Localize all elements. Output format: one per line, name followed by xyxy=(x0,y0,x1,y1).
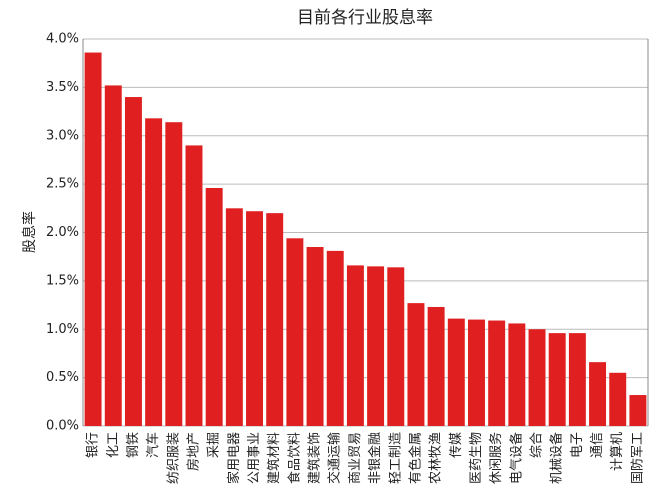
bar xyxy=(427,306,445,426)
bar xyxy=(165,122,183,426)
bar xyxy=(326,250,344,426)
y-tick-label: 0.5% xyxy=(46,370,79,385)
bar xyxy=(266,213,284,426)
bar xyxy=(346,265,364,426)
y-tick-label: 2.5% xyxy=(46,177,79,192)
x-tick-label: 钢铁 xyxy=(126,432,141,458)
y-tick-label: 4.0% xyxy=(46,32,79,47)
bar xyxy=(548,333,566,426)
bar xyxy=(286,238,304,426)
bar xyxy=(508,323,526,426)
x-tick-label: 建筑材料 xyxy=(266,432,282,484)
y-tick-label: 2.0% xyxy=(46,225,79,240)
x-tick-label: 轻工制造 xyxy=(388,432,403,484)
bar xyxy=(84,52,102,427)
bar xyxy=(589,362,607,426)
y-tick-label: 3.5% xyxy=(46,80,79,95)
bar xyxy=(104,85,122,426)
bar xyxy=(145,118,163,427)
x-tick-label: 公用事业 xyxy=(247,432,262,484)
bar xyxy=(609,372,627,426)
bar xyxy=(447,318,465,426)
x-tick-label: 通信 xyxy=(590,432,605,458)
x-tick-label: 采掘 xyxy=(207,432,222,458)
bar xyxy=(225,208,243,426)
y-tick-label: 3.0% xyxy=(46,128,79,143)
x-tick-label: 休闲服务 xyxy=(488,432,504,484)
x-tick-label: 纺织服装 xyxy=(166,432,181,484)
x-tick-label: 汽车 xyxy=(145,432,161,458)
bar xyxy=(205,187,223,426)
chart-title: 目前各行业股息率 xyxy=(297,8,433,28)
x-tick-label: 交通运输 xyxy=(327,432,343,484)
x-tick-label: 医药生物 xyxy=(469,432,484,484)
y-tick-label: 1.0% xyxy=(46,322,79,337)
bar xyxy=(367,266,385,426)
x-tick-label: 综合 xyxy=(530,432,545,458)
x-tick-label: 食品饮料 xyxy=(286,432,302,484)
x-tick-label: 电气设备 xyxy=(508,432,524,484)
y-tick-label: 0.0% xyxy=(46,419,79,434)
bar xyxy=(568,333,586,426)
x-tick-label: 计算机 xyxy=(610,432,625,471)
bar xyxy=(387,267,405,426)
x-tick-label: 建筑装饰 xyxy=(307,432,323,484)
x-tick-label: 农林牧渔 xyxy=(429,432,444,484)
x-tick-label: 家用电器 xyxy=(226,432,242,484)
bar xyxy=(246,211,263,426)
y-axis-label: 股息率 xyxy=(21,211,38,253)
x-tick-label: 传媒 xyxy=(449,432,464,458)
y-tick-label: 1.5% xyxy=(46,273,79,288)
x-tick-label: 房地产 xyxy=(185,432,201,471)
x-tick-label: 机械设备 xyxy=(549,432,565,484)
bar xyxy=(306,247,324,426)
bar xyxy=(185,145,203,427)
bar xyxy=(124,97,142,427)
bar xyxy=(528,329,546,426)
x-tick-label: 商业贸易 xyxy=(348,432,363,484)
bar xyxy=(468,319,485,426)
x-tick-label: 化工 xyxy=(106,432,121,458)
x-tick-label: 非银金融 xyxy=(367,432,383,484)
x-tick-label: 有色金属 xyxy=(407,432,423,484)
x-tick-label: 电子 xyxy=(570,432,585,458)
bar xyxy=(407,303,425,426)
x-tick-label: 国防军工 xyxy=(629,432,645,484)
bar xyxy=(629,395,647,426)
bar xyxy=(488,320,506,426)
x-tick-label: 银行 xyxy=(86,432,101,458)
